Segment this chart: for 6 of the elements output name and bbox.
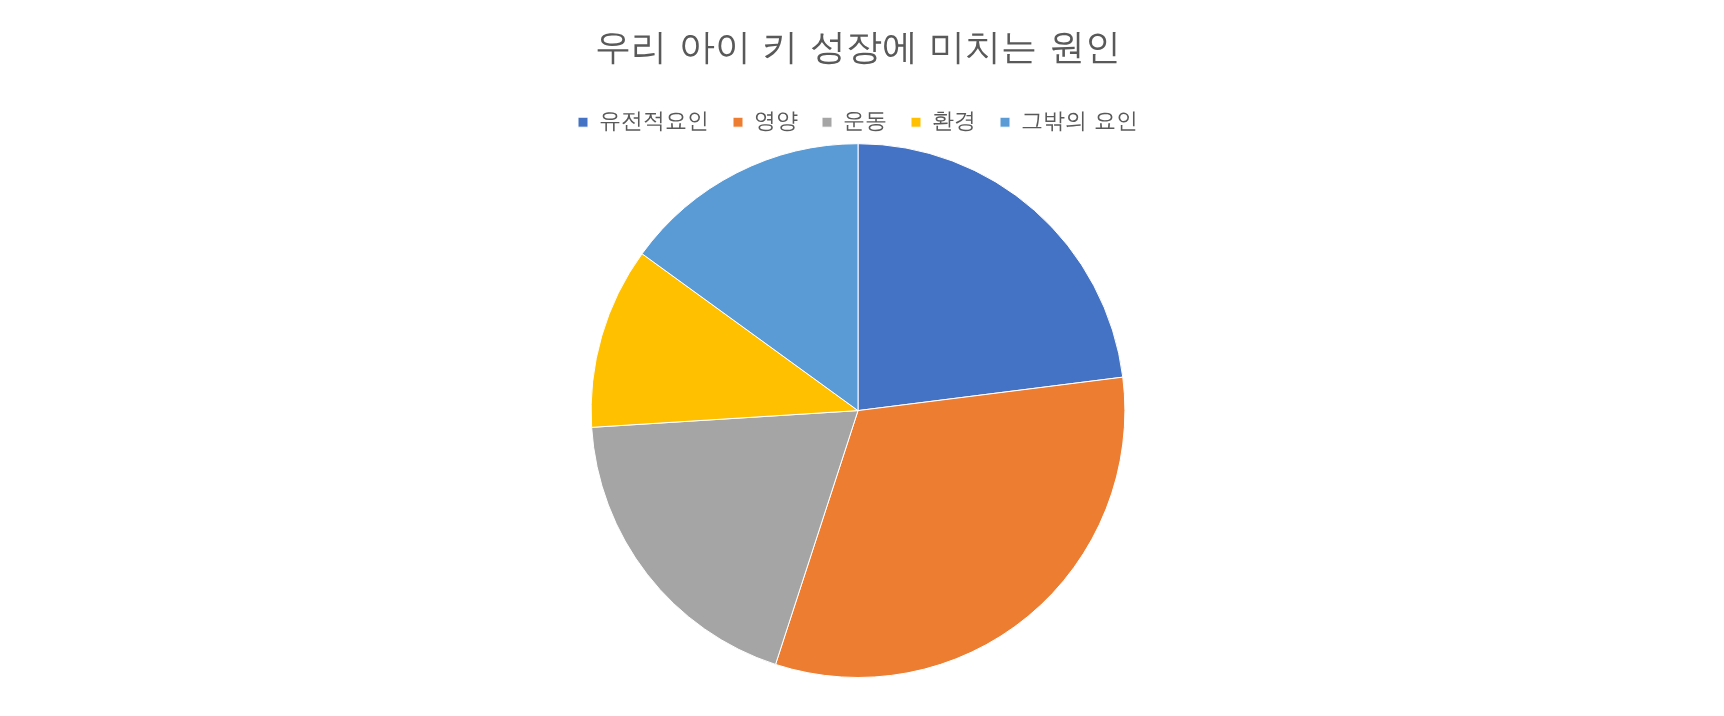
legend-label: 운동 bbox=[843, 107, 887, 133]
chart-title: 우리 아이 키 성장에 미치는 원인 bbox=[595, 25, 1121, 67]
legend-label: 유전적요인 bbox=[599, 107, 709, 133]
legend-label: 그밖의 요인 bbox=[1021, 107, 1138, 133]
legend-label: 영양 bbox=[754, 107, 798, 133]
legend-label: 환경 bbox=[932, 107, 976, 133]
